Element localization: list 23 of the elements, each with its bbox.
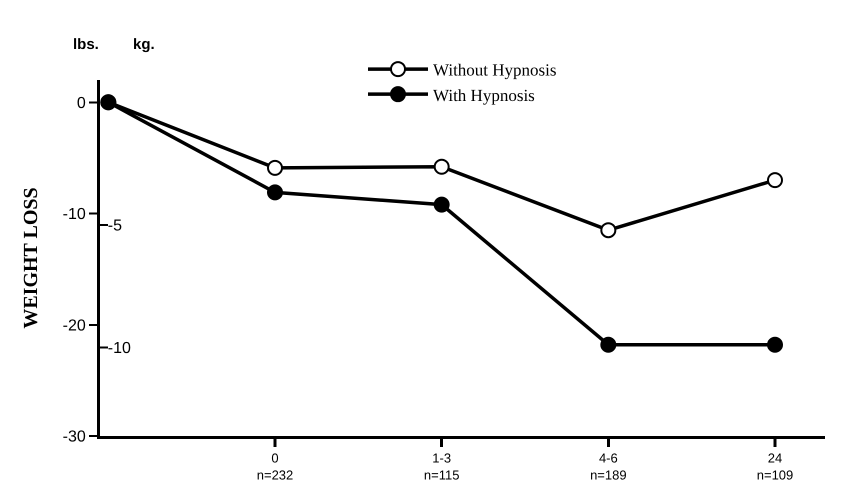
point xyxy=(434,196,450,213)
legend-label: With Hypnosis xyxy=(433,86,535,105)
point xyxy=(767,336,783,353)
y-tick-label: -10 xyxy=(62,206,86,224)
y2-axis-title: kg. xyxy=(133,36,155,53)
y-tick-label: 0 xyxy=(76,94,86,112)
y2-tick-label: -10 xyxy=(108,340,132,358)
x-tick-label: 0 n=232 xyxy=(256,450,294,482)
y-axis-title: WEIGHT LOSS xyxy=(20,187,42,329)
point xyxy=(267,160,283,176)
y-tick-label: -30 xyxy=(62,428,86,446)
point xyxy=(600,222,616,238)
legend-label: Without Hypnosis xyxy=(433,60,557,80)
x-tick-label: 24 n=109 xyxy=(756,450,794,482)
point xyxy=(600,336,616,353)
point xyxy=(434,158,450,175)
y2-tick-label: -5 xyxy=(108,217,122,234)
y-tick-label: -20 xyxy=(62,317,86,334)
x-tick-label: 4-6 n=189 xyxy=(590,450,627,482)
chart-title: lbs. xyxy=(73,36,99,53)
point xyxy=(267,184,283,200)
x-tick-label: 1-3 n=115 xyxy=(424,450,460,482)
point xyxy=(767,172,783,188)
